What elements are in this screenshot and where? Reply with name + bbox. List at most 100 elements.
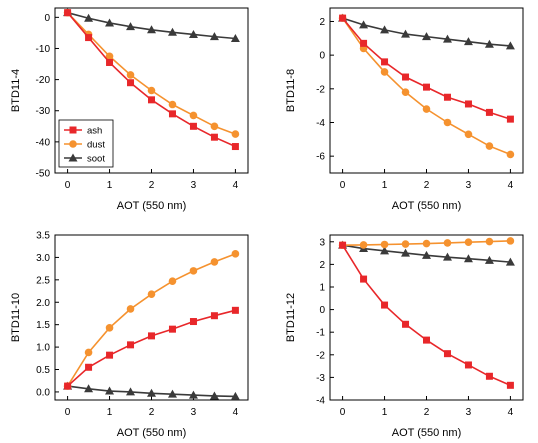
data-point-soot bbox=[126, 387, 136, 396]
data-point-ash bbox=[506, 381, 514, 389]
data-point-soot bbox=[167, 27, 177, 36]
data-point-ash bbox=[64, 382, 72, 390]
data-point-dust bbox=[443, 239, 452, 247]
data-point-dust bbox=[401, 88, 410, 96]
data-point-soot bbox=[505, 41, 515, 50]
y-tick-label: 1.0 bbox=[36, 343, 50, 354]
data-point-soot bbox=[105, 386, 115, 395]
data-point-dust bbox=[231, 130, 240, 138]
legend-marker-soot bbox=[68, 153, 78, 162]
data-point-ash bbox=[231, 306, 239, 314]
data-point-ash bbox=[168, 110, 176, 118]
data-point-ash bbox=[360, 39, 368, 47]
data-point-dust bbox=[210, 122, 219, 131]
y-tick-label: 1 bbox=[319, 282, 325, 293]
y-tick-label: -40 bbox=[36, 137, 51, 148]
data-point-soot bbox=[463, 37, 473, 46]
data-point-ash bbox=[464, 100, 472, 108]
data-point-soot bbox=[442, 34, 452, 43]
data-point-soot bbox=[209, 32, 219, 41]
data-point-soot bbox=[380, 246, 390, 255]
y-tick-label: 2 bbox=[319, 17, 325, 28]
data-point-dust bbox=[210, 258, 219, 266]
data-point-ash bbox=[148, 332, 155, 340]
x-tick-label: 0 bbox=[65, 407, 71, 418]
y-tick-label: -1 bbox=[316, 328, 325, 339]
x-tick-label: 1 bbox=[382, 407, 388, 418]
data-point-ash bbox=[231, 143, 239, 151]
data-point-ash bbox=[402, 73, 410, 81]
x-tick-label: 2 bbox=[424, 180, 430, 191]
chart-panel-2: 0 1 2 3 4 2 0 -2 -4 -6 AOT (550 nm) BTD11-8 bbox=[285, 7, 524, 212]
data-point-dust bbox=[422, 105, 431, 113]
data-point-ash bbox=[148, 96, 155, 104]
x-axis-label: AOT (550 nm) bbox=[117, 427, 187, 439]
y-axis-label: BTD11-8 bbox=[285, 69, 297, 112]
x-tick-label: 0 bbox=[340, 180, 346, 191]
y-tick-label: 0 bbox=[44, 13, 50, 24]
data-point-soot bbox=[484, 39, 494, 48]
x-tick-label: 1 bbox=[107, 407, 113, 418]
y-tick-label: 2.0 bbox=[36, 298, 50, 309]
data-point-dust bbox=[464, 238, 473, 247]
data-point-ash bbox=[189, 122, 197, 130]
data-point-dust bbox=[126, 305, 135, 313]
x-axis-label: AOT (550 nm) bbox=[392, 200, 462, 212]
y-tick-label: 1.5 bbox=[36, 320, 50, 331]
x-tick-label: 3 bbox=[191, 180, 197, 191]
x-axis-label: AOT (550 nm) bbox=[392, 427, 462, 439]
data-point-soot bbox=[105, 18, 115, 27]
legend-label-dust: dust bbox=[87, 140, 105, 151]
data-point-soot bbox=[147, 388, 156, 397]
data-point-ash bbox=[64, 9, 72, 17]
y-tick-label: 0.0 bbox=[36, 387, 50, 398]
x-tick-label: 1 bbox=[382, 180, 388, 191]
data-point-ash bbox=[464, 361, 472, 369]
data-point-dust bbox=[147, 290, 156, 298]
y-tick-label: -3 bbox=[316, 373, 325, 384]
chart-panel-4: 0 1 2 3 4 3 2 1 0 -1 -2 -3 -4 AOT (550 nm) BTD11-12 bbox=[285, 234, 524, 439]
data-point-ash bbox=[360, 275, 368, 283]
data-point-dust bbox=[380, 240, 389, 249]
data-point-dust bbox=[189, 111, 198, 120]
x-tick-label: 4 bbox=[508, 407, 514, 418]
y-tick-label: -4 bbox=[316, 118, 325, 129]
data-point-soot bbox=[167, 389, 177, 398]
y-tick-label: 3.0 bbox=[36, 253, 50, 264]
data-point-soot bbox=[401, 248, 411, 257]
data-point-soot bbox=[442, 252, 452, 261]
plot-frame bbox=[329, 234, 524, 401]
data-point-dust bbox=[126, 71, 135, 79]
data-point-dust bbox=[168, 100, 177, 109]
data-point-dust bbox=[105, 52, 114, 61]
y-tick-label: 2.5 bbox=[36, 275, 50, 286]
chart-panel-1: 0 1 2 3 4 0 -10 -20 -30 -40 -50 AOT (550 nm) BTD11-4… bbox=[10, 7, 249, 212]
data-point-ash bbox=[339, 14, 347, 22]
data-point-dust bbox=[464, 130, 473, 139]
data-point-dust bbox=[506, 150, 515, 159]
legend-marker-ash bbox=[69, 126, 77, 134]
x-tick-label: 1 bbox=[107, 180, 113, 191]
data-point-dust bbox=[105, 324, 114, 332]
x-tick-label: 3 bbox=[191, 407, 197, 418]
x-tick-label: 2 bbox=[149, 180, 155, 191]
data-point-soot bbox=[84, 13, 94, 22]
data-point-soot bbox=[422, 250, 431, 259]
data-point-soot bbox=[126, 22, 136, 31]
series-line-dust bbox=[66, 253, 236, 387]
data-point-ash bbox=[85, 363, 93, 371]
y-tick-label: 3.5 bbox=[36, 231, 50, 242]
data-point-ash bbox=[127, 341, 135, 349]
x-tick-label: 2 bbox=[149, 407, 155, 418]
legend-label-soot: soot bbox=[87, 154, 105, 165]
y-axis-label: BTD11-4 bbox=[10, 69, 22, 112]
data-point-ash bbox=[423, 336, 430, 344]
x-tick-label: 0 bbox=[65, 180, 71, 191]
y-tick-label: -4 bbox=[316, 396, 325, 407]
x-axis-label: AOT (550 nm) bbox=[117, 200, 187, 212]
data-point-ash bbox=[485, 372, 493, 380]
legend-label-ash: ash bbox=[87, 126, 102, 137]
data-point-soot bbox=[188, 390, 198, 399]
data-point-ash bbox=[339, 241, 347, 249]
data-point-ash bbox=[485, 108, 493, 116]
